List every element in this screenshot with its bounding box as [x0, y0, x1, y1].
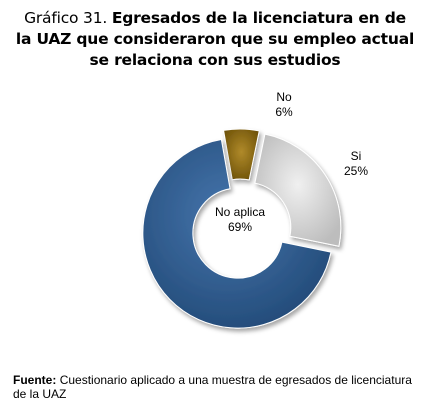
chart-source: Fuente: Cuestionario aplicado a una mues…	[13, 373, 423, 401]
slice-si	[254, 133, 342, 247]
chart-title-prefix: Gráfico 31.	[24, 9, 108, 27]
slice-value-si: 25%	[344, 164, 368, 178]
slice-label-no: No	[276, 90, 292, 104]
chart-title-main: Egresados de la licenciatura en de la UAZ…	[15, 9, 415, 69]
slice-value-no: 6%	[275, 105, 293, 119]
chart-title: Gráfico 31. Egresados de la licenciatura…	[0, 8, 430, 71]
source-label: Fuente:	[13, 373, 57, 387]
slice-no	[223, 128, 260, 181]
slice-no-aplica	[142, 138, 332, 329]
donut-slices	[142, 128, 342, 329]
slice-value-no-aplica: 69%	[228, 220, 252, 234]
slice-label-no-aplica: No aplica	[215, 205, 265, 219]
source-text: Cuestionario aplicado a una muestra de e…	[13, 373, 412, 401]
slice-label-si: Si	[351, 149, 362, 163]
